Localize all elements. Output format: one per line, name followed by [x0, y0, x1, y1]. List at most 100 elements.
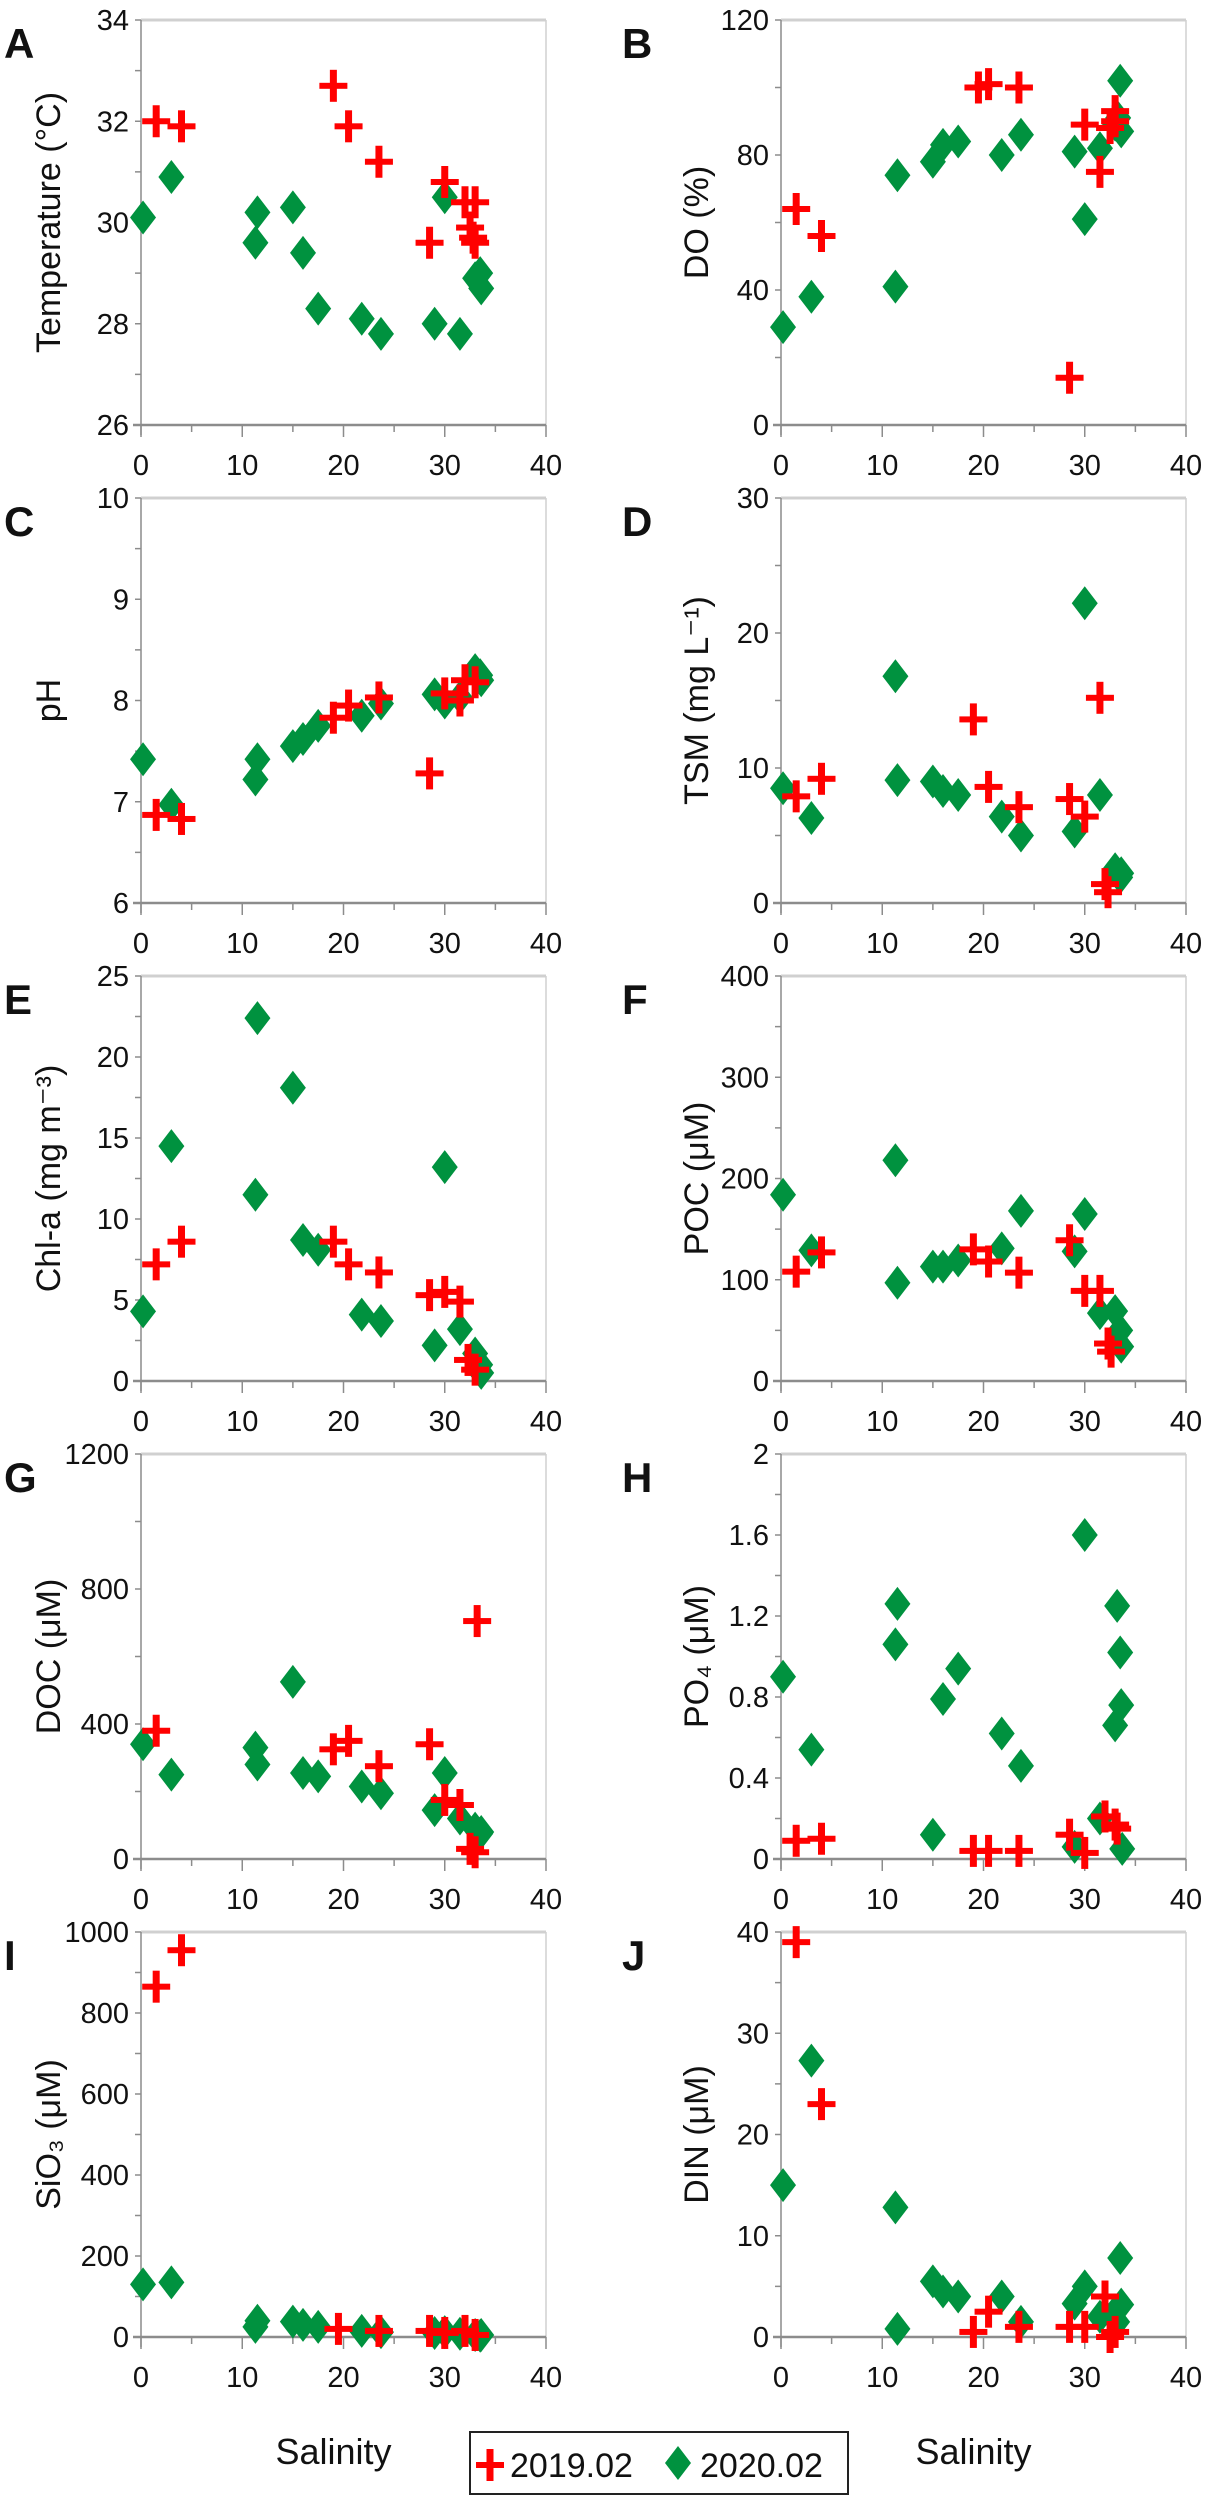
point-2019 [319, 69, 348, 102]
y-tick-label: 26 [97, 410, 129, 442]
point-2020 [1007, 117, 1034, 152]
point-2019 [461, 666, 490, 699]
point-2019 [1004, 791, 1033, 824]
point-2019 [807, 762, 836, 795]
point-2020 [1061, 134, 1088, 169]
point-2019 [461, 1836, 490, 1869]
point-2020 [945, 124, 972, 159]
x-tick-label: 10 [226, 928, 258, 960]
y-tick-label: 200 [81, 2241, 129, 2273]
point-2019 [1085, 1274, 1114, 1307]
x-tick-label: 40 [1170, 928, 1202, 960]
point-2020 [770, 771, 797, 806]
y-tick-label: 9 [113, 584, 129, 616]
x-tick-label: 20 [327, 2362, 359, 2394]
point-2020 [882, 659, 909, 694]
point-2019 [807, 2088, 836, 2121]
point-2020 [421, 306, 448, 341]
point-2020 [158, 2265, 185, 2300]
x-tick-label: 0 [133, 1406, 149, 1438]
point-2020 [770, 1177, 797, 1212]
point-2020 [945, 2279, 972, 2314]
y-axis-title: DO (%) [678, 166, 716, 279]
point-2020 [1071, 202, 1098, 237]
point-2020 [988, 2279, 1015, 2314]
panel-c: 6 7 8 9 10 0 10 20 30 40 CpH [4, 483, 562, 960]
y-tick-label: 20 [737, 2120, 769, 2152]
legend-plus-marker [476, 2449, 504, 2481]
point-2019 [461, 186, 490, 219]
x-axis-title: Salinity [275, 2431, 391, 2472]
panel-e: 0 5 10 15 20 25 0 10 20 30 40 E Chl-a (mg m⁻³) [4, 961, 562, 1438]
point-2020 [468, 271, 495, 306]
x-tick-label: 0 [773, 1884, 789, 1916]
point-2019 [430, 1275, 459, 1308]
point-2020 [279, 1664, 306, 1699]
point-2020 [884, 2311, 911, 2346]
y-tick-label: 8 [113, 686, 129, 718]
point-2019 [415, 1728, 444, 1761]
panel-letter: C [4, 498, 34, 545]
x-tick-label: 10 [866, 1884, 898, 1916]
point-2019 [964, 71, 993, 104]
point-2020 [244, 195, 271, 230]
y-tick-label: 0 [753, 410, 769, 442]
panel-letter: F [622, 976, 648, 1023]
x-tick-label: 10 [226, 1406, 258, 1438]
point-2019 [364, 1256, 393, 1289]
point-2020 [1071, 1518, 1098, 1552]
point-2019 [1096, 112, 1125, 144]
point-2020 [1107, 63, 1134, 98]
point-2020 [279, 190, 306, 225]
point-2019 [1091, 2280, 1119, 2313]
y-tick-label: 200 [721, 1164, 769, 1196]
point-2020 [242, 1177, 269, 1212]
point-2020 [348, 1769, 375, 1804]
point-2020 [798, 279, 825, 314]
y-tick-label: 120 [721, 5, 769, 37]
x-tick-label: 30 [429, 2362, 461, 2394]
point-2020 [130, 742, 157, 777]
x-tick-label: 40 [530, 2362, 562, 2394]
x-tick-label: 30 [1069, 928, 1101, 960]
point-2019 [1004, 1256, 1033, 1289]
point-2019 [782, 193, 811, 225]
point-2020 [431, 1755, 458, 1790]
x-tick-label: 40 [1170, 450, 1202, 482]
point-2020 [770, 1659, 797, 1694]
point-2019 [334, 1248, 363, 1281]
point-2019 [959, 1834, 988, 1867]
point-2019 [334, 110, 363, 143]
y-tick-label: 1000 [64, 1917, 129, 1949]
y-axis-title: PO₄ (μM) [678, 1585, 716, 1728]
point-2019 [974, 2295, 1003, 2328]
x-tick-label: 0 [133, 1884, 149, 1916]
y-tick-label: 0 [753, 1844, 769, 1876]
point-2019 [415, 1279, 444, 1312]
point-2019 [142, 1970, 171, 2003]
point-2019 [1070, 1274, 1099, 1307]
y-tick-label: 30 [97, 208, 129, 240]
point-2019 [807, 220, 836, 252]
point-2019 [430, 1783, 459, 1816]
point-2019 [974, 770, 1003, 803]
point-2019 [1097, 1335, 1126, 1368]
y-axis-title: DOC (μM) [30, 1579, 68, 1735]
point-2019 [974, 1245, 1003, 1278]
y-tick-label: 15 [97, 1123, 129, 1155]
point-2019 [807, 1822, 836, 1855]
point-2020 [798, 1732, 825, 1767]
point-2019 [1055, 1818, 1084, 1851]
point-2019 [1085, 155, 1114, 188]
x-tick-label: 0 [773, 1406, 789, 1438]
x-tick-label: 20 [967, 450, 999, 482]
y-tick-label: 400 [81, 2160, 129, 2192]
point-2019 [782, 780, 811, 813]
point-2019 [1070, 800, 1099, 833]
x-tick-label: 30 [1069, 2362, 1101, 2394]
point-2020 [1007, 1193, 1034, 1228]
point-2019 [782, 1255, 811, 1288]
x-tick-label: 10 [866, 2362, 898, 2394]
point-2019 [430, 166, 459, 198]
